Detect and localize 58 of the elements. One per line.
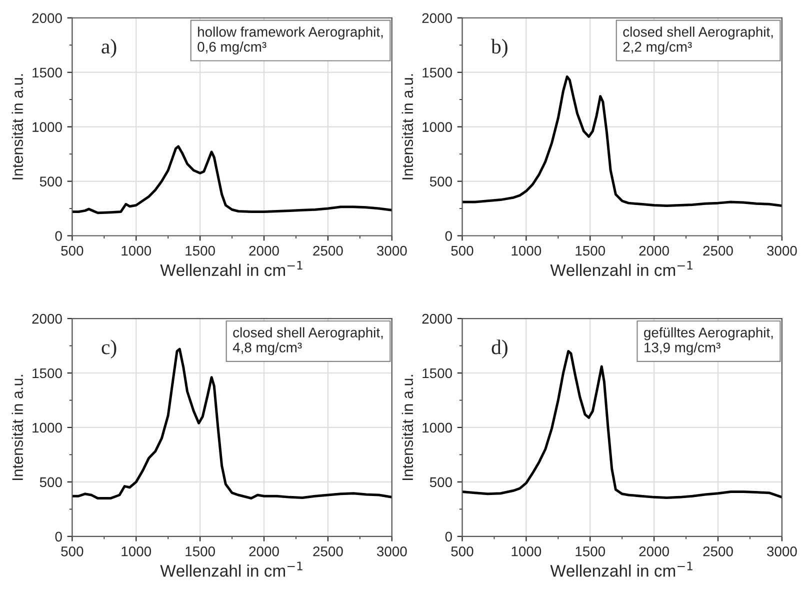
x-tick-label: 1500 <box>186 246 215 256</box>
y-tick-label: 1500 <box>422 368 452 378</box>
y-tick-label: 500 <box>430 176 452 186</box>
x-axis-title: Wellenzahl in cm$^{−1}$ <box>160 562 302 577</box>
x-tick-label: 2000 <box>639 546 669 556</box>
y-tick-label: 1000 <box>422 122 452 132</box>
annotation: d) <box>492 340 508 358</box>
annotation: b) <box>491 38 508 58</box>
annotation: hollow framework Aerographit, 0,6 mg/cm³ <box>198 26 383 54</box>
x-tick-label: 2500 <box>313 546 343 556</box>
x-tick-label: 2000 <box>639 246 669 256</box>
y-tick-label: 500 <box>40 176 62 186</box>
y-tick-label: 1000 <box>32 122 62 132</box>
y-tick-label: 2000 <box>32 314 62 324</box>
x-tick-label: 1000 <box>122 246 152 256</box>
x-tick-label: 1000 <box>512 246 542 256</box>
y-tick-label: 1500 <box>32 68 62 78</box>
x-tick-label: 1500 <box>186 546 215 556</box>
annotation: closed shell Aerographit, 4,8 mg/cm³ <box>232 327 383 356</box>
y-tick-label: 2000 <box>32 13 62 24</box>
x-tick-label: 1000 <box>512 546 542 556</box>
annotation: c) <box>102 340 116 358</box>
y-tick-label: 500 <box>40 477 62 488</box>
x-tick-label: 1000 <box>122 546 152 556</box>
y-tick-label: 1500 <box>422 68 452 78</box>
x-tick-label: 3000 <box>376 546 407 556</box>
x-tick-label: 3000 <box>767 546 797 556</box>
y-axis-title: Intensität in a.u. <box>402 374 414 480</box>
x-tick-label: 2000 <box>249 546 279 556</box>
line-series <box>72 145 392 214</box>
y-tick-label: 1000 <box>32 422 62 433</box>
x-axis-title: Wellenzahl in cm$^{−1}$ <box>550 562 692 577</box>
y-axis-title: Intensität in a.u. <box>12 374 23 480</box>
x-tick-label: 2000 <box>249 246 279 256</box>
annotation: a) <box>102 38 116 58</box>
x-axis-title: Wellenzahl in cm$^{−1}$ <box>550 261 692 276</box>
line-series <box>462 75 782 208</box>
annotation: closed shell Aerographit, 2,2 mg/cm³ <box>623 26 773 54</box>
y-tick-label: 500 <box>430 477 452 488</box>
y-tick-label: 0 <box>55 532 62 542</box>
x-tick-label: 3000 <box>376 246 407 256</box>
y-tick-label: 0 <box>445 532 452 542</box>
x-tick-label: 3000 <box>767 246 797 256</box>
x-tick-label: 2500 <box>703 246 733 256</box>
y-tick-label: 2000 <box>422 314 452 324</box>
y-axis-title: Intensität in a.u. <box>402 74 414 180</box>
x-tick-label: 1500 <box>576 546 606 556</box>
x-axis-title: Wellenzahl in cm$^{−1}$ <box>160 261 302 276</box>
x-tick-label: 1500 <box>576 246 606 256</box>
y-tick-label: 1500 <box>32 368 62 378</box>
y-tick-label: 0 <box>445 231 452 241</box>
y-tick-label: 2000 <box>422 13 452 24</box>
annotation: gefülltes Aerographit, 13,9 mg/cm³ <box>644 327 773 356</box>
x-tick-label: 2500 <box>703 546 733 556</box>
x-tick-label: 2500 <box>313 246 343 256</box>
y-tick-label: 1000 <box>422 422 452 433</box>
y-tick-label: 0 <box>55 231 62 241</box>
y-axis-title: Intensität in a.u. <box>12 74 23 180</box>
